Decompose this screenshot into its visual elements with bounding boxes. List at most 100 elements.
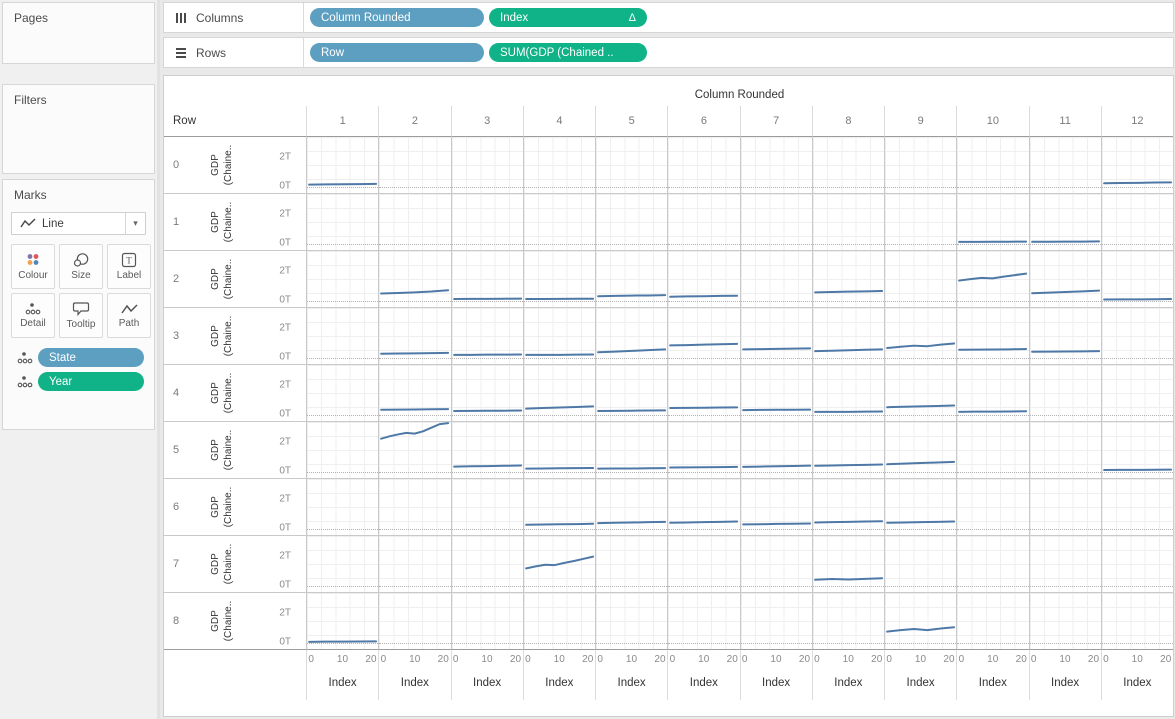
pane-r5-c2[interactable] bbox=[378, 422, 451, 479]
pane-r4-c6[interactable] bbox=[667, 365, 740, 422]
column-header-4[interactable]: 4 bbox=[522, 106, 595, 137]
pane-r6-c9[interactable] bbox=[884, 479, 957, 536]
pane-r3-c2[interactable] bbox=[378, 308, 451, 365]
pane-r1-c8[interactable] bbox=[811, 194, 885, 251]
pane-r5-c3[interactable] bbox=[450, 422, 524, 479]
pane-r7-c9[interactable] bbox=[884, 536, 957, 593]
column-header-12[interactable]: 12 bbox=[1100, 106, 1173, 137]
column-header-6[interactable]: 6 bbox=[667, 106, 740, 137]
pages-shelf[interactable]: Pages bbox=[2, 2, 155, 64]
pane-r4-c9[interactable] bbox=[884, 365, 957, 422]
colour-button[interactable]: Colour bbox=[11, 244, 55, 289]
pane-r6-c8[interactable] bbox=[811, 479, 885, 536]
x-axis-title-c7[interactable]: Index bbox=[739, 670, 812, 700]
x-axis-ticks-c6[interactable]: 0 10 20 bbox=[667, 650, 739, 670]
pane-r2-c8[interactable] bbox=[811, 251, 885, 308]
row-header-8[interactable]: 8 bbox=[164, 593, 194, 650]
column-header-10[interactable]: 10 bbox=[956, 106, 1029, 137]
pane-r3-c7[interactable] bbox=[739, 308, 813, 365]
pane-r6-c5[interactable] bbox=[595, 479, 668, 536]
pane-r4-c8[interactable] bbox=[811, 365, 885, 422]
pane-r7-c7[interactable] bbox=[739, 536, 813, 593]
pane-r6-c2[interactable] bbox=[378, 479, 451, 536]
y-axis-ticks[interactable]: 2T 0T bbox=[250, 479, 306, 536]
pane-r5-c10[interactable] bbox=[956, 422, 1029, 479]
pane-r3-c11[interactable] bbox=[1028, 308, 1102, 365]
filters-shelf[interactable]: Filters bbox=[2, 84, 155, 174]
pane-r1-c1[interactable] bbox=[306, 194, 379, 251]
x-axis-ticks-c4[interactable]: 0 10 20 bbox=[522, 650, 595, 670]
y-axis-ticks[interactable]: 2T 0T bbox=[250, 365, 306, 422]
pane-r8-c4[interactable] bbox=[522, 593, 596, 650]
pane-r1-c4[interactable] bbox=[522, 194, 596, 251]
pane-r2-c6[interactable] bbox=[667, 251, 740, 308]
pane-r3-c5[interactable] bbox=[595, 308, 668, 365]
pane-r3-c10[interactable] bbox=[956, 308, 1029, 365]
pane-r1-c5[interactable] bbox=[595, 194, 668, 251]
column-header-11[interactable]: 11 bbox=[1028, 106, 1101, 137]
rows-shelf[interactable]: Rows Row SUM(GDP (Chained .. bbox=[163, 37, 1174, 68]
pane-r8-c6[interactable] bbox=[667, 593, 740, 650]
pane-r4-c5[interactable] bbox=[595, 365, 668, 422]
pane-r0-c11[interactable] bbox=[1028, 137, 1102, 194]
chevron-down-icon[interactable]: ▾ bbox=[125, 213, 145, 234]
row-header-1[interactable]: 1 bbox=[164, 194, 194, 251]
column-header-2[interactable]: 2 bbox=[378, 106, 451, 137]
row-header-3[interactable]: 3 bbox=[164, 308, 194, 365]
column-header-9[interactable]: 9 bbox=[884, 106, 957, 137]
pane-r0-c9[interactable] bbox=[884, 137, 957, 194]
pane-r8-c3[interactable] bbox=[450, 593, 524, 650]
pane-r1-c7[interactable] bbox=[739, 194, 813, 251]
pane-r4-c12[interactable] bbox=[1100, 365, 1174, 422]
x-axis-ticks-c9[interactable]: 0 10 20 bbox=[884, 650, 956, 670]
pane-r6-c4[interactable] bbox=[522, 479, 596, 536]
y-axis-ticks[interactable]: 2T 0T bbox=[250, 536, 306, 593]
size-button[interactable]: Size bbox=[59, 244, 103, 289]
x-axis-ticks-c1[interactable]: 0 10 20 bbox=[306, 650, 378, 670]
x-axis-title-c1[interactable]: Index bbox=[306, 670, 378, 700]
pane-r0-c12[interactable] bbox=[1100, 137, 1174, 194]
column-header-8[interactable]: 8 bbox=[811, 106, 884, 137]
x-axis-title-c4[interactable]: Index bbox=[522, 670, 595, 700]
pane-r6-c10[interactable] bbox=[956, 479, 1029, 536]
x-axis-ticks-c2[interactable]: 0 10 20 bbox=[378, 650, 450, 670]
pane-r0-c4[interactable] bbox=[522, 137, 596, 194]
pane-r0-c7[interactable] bbox=[739, 137, 813, 194]
pane-r4-c7[interactable] bbox=[739, 365, 813, 422]
pane-r4-c10[interactable] bbox=[956, 365, 1029, 422]
pane-r2-c2[interactable] bbox=[378, 251, 451, 308]
pane-r7-c12[interactable] bbox=[1100, 536, 1174, 593]
column-header-3[interactable]: 3 bbox=[450, 106, 523, 137]
pane-r2-c1[interactable] bbox=[306, 251, 379, 308]
pane-r5-c9[interactable] bbox=[884, 422, 957, 479]
pane-r8-c1[interactable] bbox=[306, 593, 379, 650]
pill-year[interactable]: Year bbox=[38, 372, 144, 391]
pane-r8-c12[interactable] bbox=[1100, 593, 1174, 650]
x-axis-title-c3[interactable]: Index bbox=[450, 670, 523, 700]
pane-r7-c8[interactable] bbox=[811, 536, 885, 593]
x-axis-ticks-c5[interactable]: 0 10 20 bbox=[595, 650, 667, 670]
pane-r1-c12[interactable] bbox=[1100, 194, 1174, 251]
pane-r4-c11[interactable] bbox=[1028, 365, 1102, 422]
pane-r6-c12[interactable] bbox=[1100, 479, 1174, 536]
pane-r2-c7[interactable] bbox=[739, 251, 813, 308]
pane-r2-c12[interactable] bbox=[1100, 251, 1174, 308]
mark-type-dropdown[interactable]: Line ▾ bbox=[11, 212, 146, 235]
pill-row[interactable]: Row bbox=[310, 43, 484, 62]
pane-r5-c12[interactable] bbox=[1100, 422, 1174, 479]
tooltip-button[interactable]: Tooltip bbox=[59, 293, 103, 338]
pane-r7-c3[interactable] bbox=[450, 536, 524, 593]
pane-r5-c1[interactable] bbox=[306, 422, 379, 479]
x-axis-title-c9[interactable]: Index bbox=[884, 670, 956, 700]
pane-r1-c9[interactable] bbox=[884, 194, 957, 251]
x-axis-ticks-c8[interactable]: 0 10 20 bbox=[811, 650, 884, 670]
pill-state[interactable]: State bbox=[38, 348, 144, 367]
pane-r3-c6[interactable] bbox=[667, 308, 740, 365]
x-axis-ticks-c3[interactable]: 0 10 20 bbox=[450, 650, 523, 670]
label-button[interactable]: T Label bbox=[107, 244, 151, 289]
pane-r3-c12[interactable] bbox=[1100, 308, 1174, 365]
pane-r7-c5[interactable] bbox=[595, 536, 668, 593]
column-header-5[interactable]: 5 bbox=[595, 106, 668, 137]
pane-r5-c11[interactable] bbox=[1028, 422, 1102, 479]
pane-r5-c6[interactable] bbox=[667, 422, 740, 479]
